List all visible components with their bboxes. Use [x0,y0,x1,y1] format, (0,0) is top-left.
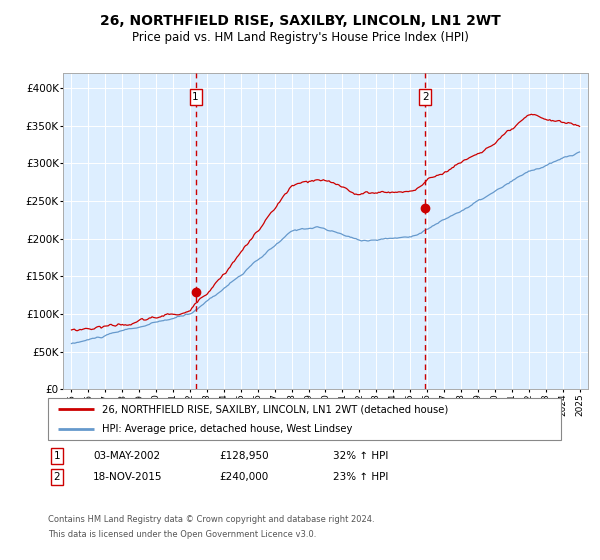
Text: Contains HM Land Registry data © Crown copyright and database right 2024.: Contains HM Land Registry data © Crown c… [48,515,374,524]
Text: £240,000: £240,000 [219,472,268,482]
Text: 2: 2 [422,92,428,102]
Text: 03-MAY-2002: 03-MAY-2002 [93,451,160,461]
Text: 1: 1 [53,451,61,461]
Text: HPI: Average price, detached house, West Lindsey: HPI: Average price, detached house, West… [102,424,352,434]
Text: £128,950: £128,950 [219,451,269,461]
FancyBboxPatch shape [48,398,561,440]
Text: 18-NOV-2015: 18-NOV-2015 [93,472,163,482]
Text: 23% ↑ HPI: 23% ↑ HPI [333,472,388,482]
Text: 26, NORTHFIELD RISE, SAXILBY, LINCOLN, LN1 2WT: 26, NORTHFIELD RISE, SAXILBY, LINCOLN, L… [100,14,500,28]
Text: 2: 2 [53,472,61,482]
Text: 26, NORTHFIELD RISE, SAXILBY, LINCOLN, LN1 2WT (detached house): 26, NORTHFIELD RISE, SAXILBY, LINCOLN, L… [102,404,448,414]
Text: 32% ↑ HPI: 32% ↑ HPI [333,451,388,461]
Text: This data is licensed under the Open Government Licence v3.0.: This data is licensed under the Open Gov… [48,530,316,539]
Text: 1: 1 [192,92,199,102]
Text: Price paid vs. HM Land Registry's House Price Index (HPI): Price paid vs. HM Land Registry's House … [131,31,469,44]
